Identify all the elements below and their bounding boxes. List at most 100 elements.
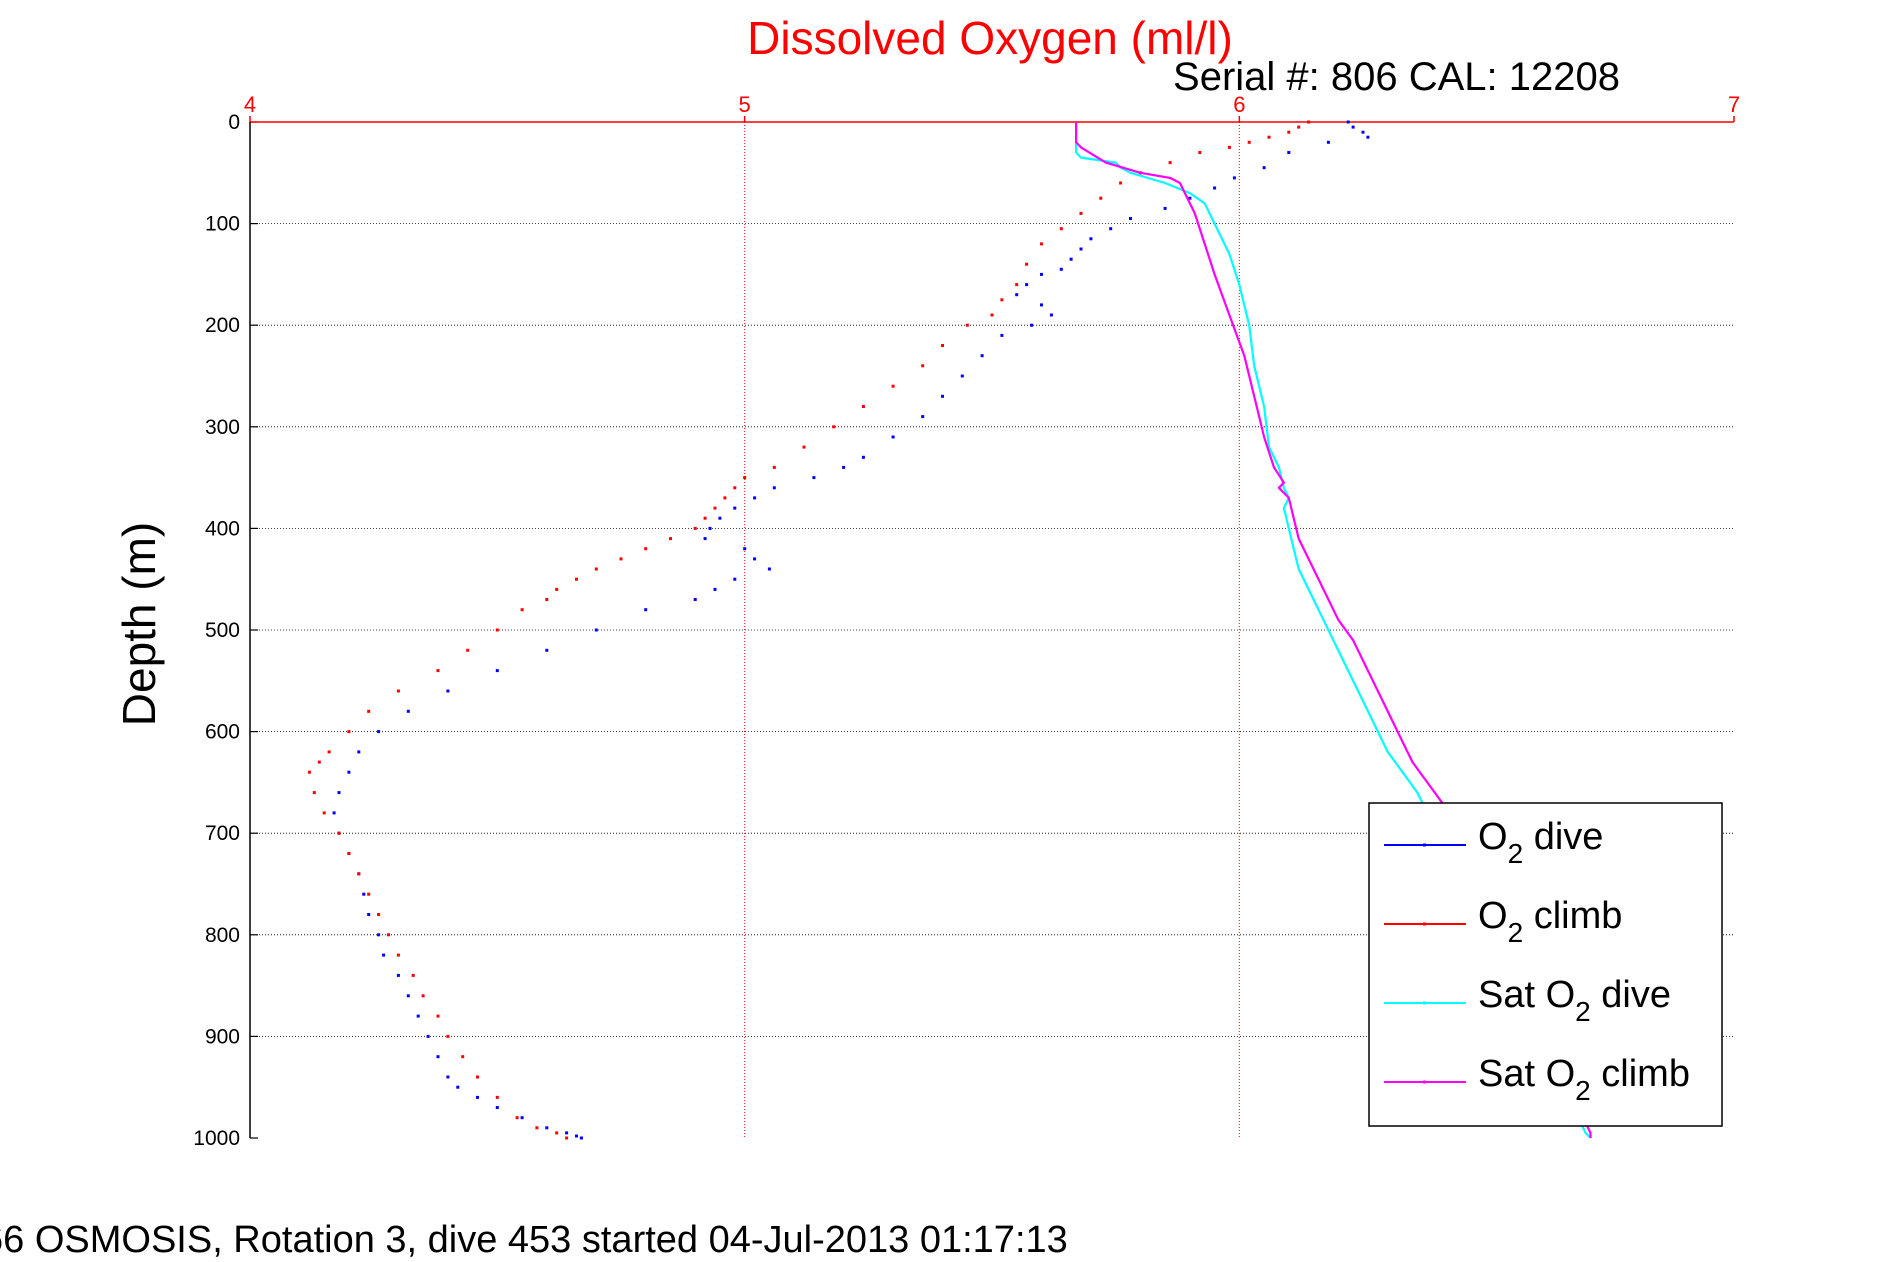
- data-point: [1030, 323, 1034, 327]
- data-point: [337, 831, 341, 835]
- data-point: [545, 648, 549, 652]
- data-point: [436, 669, 440, 673]
- data-point: [312, 791, 316, 795]
- data-point: [535, 1126, 539, 1130]
- data-point: [466, 648, 470, 652]
- data-point: [495, 1106, 499, 1109]
- data-point: [382, 953, 386, 957]
- data-point: [1119, 181, 1123, 185]
- data-point: [1227, 145, 1231, 149]
- data-point: [565, 1131, 569, 1135]
- data-point: [703, 537, 707, 541]
- y-tick-label: 800: [205, 924, 240, 947]
- data-point: [411, 973, 415, 977]
- data-point: [545, 1126, 549, 1130]
- data-point: [1040, 242, 1043, 246]
- data-point: [743, 476, 747, 480]
- data-point: [1188, 196, 1192, 200]
- data-point: [426, 1034, 430, 1038]
- legend-entry: O2 climb: [1384, 895, 1622, 948]
- data-point: [367, 709, 371, 713]
- data-point: [960, 374, 964, 378]
- legend-swatch-marker: [1423, 843, 1426, 847]
- data-point: [1079, 211, 1083, 215]
- data-point: [446, 689, 450, 693]
- legend-label: O2 climb: [1478, 895, 1622, 948]
- data-point: [842, 465, 846, 469]
- data-point: [357, 750, 361, 754]
- y-tick-label: 100: [205, 213, 240, 236]
- y-tick-label: 0: [228, 111, 240, 134]
- data-point: [436, 1014, 440, 1018]
- data-point: [1059, 227, 1063, 231]
- data-point: [446, 1034, 450, 1038]
- axes-layer: 4 5 6 7 0 100 200 300 400 500 600 700 800 900 1000: [193, 92, 1740, 1150]
- data-point: [322, 811, 326, 815]
- data-point: [753, 557, 757, 561]
- series-o2-dive: [332, 120, 1370, 1140]
- data-point: [495, 669, 499, 673]
- data-point: [832, 425, 836, 429]
- data-point: [396, 689, 400, 693]
- x-tick-label: 5: [739, 92, 751, 117]
- data-point: [1025, 283, 1029, 287]
- data-point: [461, 1055, 465, 1059]
- data-point: [347, 770, 351, 774]
- data-point: [921, 415, 925, 419]
- data-point: [644, 547, 648, 551]
- data-point: [644, 608, 648, 612]
- data-point: [357, 872, 361, 876]
- data-point: [891, 435, 895, 439]
- data-point: [802, 445, 806, 449]
- data-point: [377, 730, 381, 734]
- data-point: [1297, 125, 1301, 129]
- data-point: [421, 994, 425, 998]
- data-point: [713, 506, 717, 510]
- legend-label: O2 dive: [1478, 816, 1603, 869]
- data-point: [1099, 196, 1103, 200]
- data-point: [1307, 120, 1311, 124]
- data-point: [1168, 161, 1172, 165]
- legend-entry: Sat O2 climb: [1384, 1053, 1690, 1106]
- data-point: [520, 608, 524, 612]
- data-point: [515, 1116, 519, 1120]
- data-point: [861, 455, 865, 459]
- data-point: [1069, 257, 1073, 261]
- data-point: [669, 537, 672, 541]
- data-point: [941, 344, 944, 347]
- data-point: [980, 354, 984, 358]
- data-point: [327, 750, 331, 754]
- data-point: [545, 598, 549, 601]
- data-point: [387, 933, 390, 937]
- data-point: [772, 486, 776, 490]
- data-point: [1351, 125, 1355, 129]
- data-point: [1366, 135, 1370, 139]
- data-point: [555, 587, 559, 591]
- data-point: [367, 913, 371, 916]
- data-point: [1015, 283, 1019, 287]
- data-point: [495, 628, 499, 632]
- legend-label: Sat O2 climb: [1478, 1053, 1690, 1106]
- data-point: [1015, 293, 1019, 297]
- data-point: [1262, 166, 1266, 170]
- legend-label: Sat O2 dive: [1478, 974, 1671, 1027]
- data-point: [619, 557, 623, 561]
- data-point: [1287, 151, 1291, 154]
- data-point: [520, 1116, 524, 1120]
- data-point: [1040, 272, 1043, 276]
- data-point: [555, 1131, 559, 1135]
- data-point: [1213, 186, 1217, 190]
- data-point: [1089, 237, 1093, 241]
- data-point: [1059, 267, 1063, 271]
- y-axis-label: Depth (m): [113, 522, 165, 726]
- data-point: [1163, 206, 1167, 210]
- data-point: [733, 577, 737, 581]
- data-point: [337, 791, 341, 795]
- x-tick-label: 4: [244, 92, 256, 117]
- data-point: [921, 364, 925, 368]
- data-point: [347, 730, 351, 734]
- data-point: [347, 852, 351, 855]
- data-point: [1267, 135, 1271, 139]
- data-point: [990, 313, 994, 317]
